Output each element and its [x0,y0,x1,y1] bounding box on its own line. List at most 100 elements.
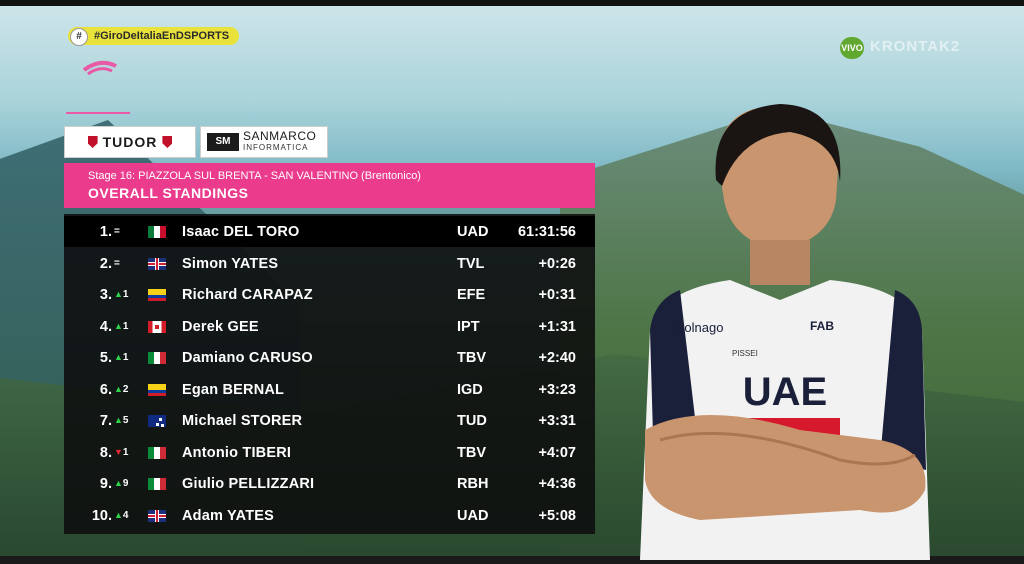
gap-time: +4:36 [538,476,577,492]
rank-change-value: 1 [122,289,129,300]
arrow-up-icon: ▲ [114,415,123,425]
rank-change-value: 1 [122,352,129,363]
rank-change: ▲2 [114,384,148,395]
live-badge: VIVO [840,37,864,59]
rank-change: ▲1 [114,352,148,363]
rider-name: Michael STORER [182,413,303,429]
tudor-shield-icon [87,136,98,148]
rank-change-value: 1 [122,446,129,458]
stage-info: Stage 16: PIAZZOLA SUL BRENTA - SAN VALE… [88,170,421,182]
gap-time: +1:31 [538,318,577,335]
arrow-up-icon: ▲ [114,352,123,362]
standings-title: OVERALL STANDINGS [88,185,249,201]
table-row: 6. ▲2 Egan BERNAL IGD +3:23 [64,374,595,405]
jersey-team: UAE [743,370,827,414]
rank: 1. [99,224,112,240]
rank-change: ▲1 [114,289,148,300]
table-row: 8. ▼1 Antonio TIBERI TBV +4:07 [64,437,595,468]
team-code: IGD [457,381,483,398]
flag-icon [148,509,166,522]
rank-change: ▼1 [114,447,148,458]
team-code: TBV [457,350,486,366]
gap-time: +3:23 [538,381,577,398]
giro-logo-underline [66,112,130,114]
arrow-up-icon: ▲ [114,289,123,299]
tudor-label: TUDOR [102,134,158,150]
rank-change-value: 9 [122,478,129,489]
rank-change-value: 5 [122,415,129,426]
rank: 8. [99,444,112,461]
arrow-up-icon: ▲ [114,320,123,331]
team-code: UAD [457,507,489,524]
sanmarco-logo-icon: SM [207,133,239,151]
flag-icon [148,478,166,490]
team-code: RBH [457,476,489,492]
standings-table: 1. = Isaac DEL TORO UAD 61:31:56 2. = Simon YAT… [64,214,595,534]
hashtag-pill: # #GiroDeItaliaEnDSPORTS [68,27,240,46]
sponsor-tudor: TUDOR [64,126,196,158]
rider-name: Richard CARAPAZ [182,287,313,303]
rider-name: Damiano CARUSO [182,350,313,366]
jersey-chest-left: Colnago [675,320,723,335]
rank-change: = [114,258,148,269]
rider-name: Adam YATES [182,507,274,524]
rank-change: ▲4 [114,510,148,521]
team-code: TVL [457,255,485,272]
gap-time: +0:31 [538,287,577,303]
giro-logo-icon [82,60,117,76]
flag-icon [148,352,166,364]
rank: 5. [99,350,112,366]
table-row: 9. ▲9 Giulio PELLIZZARI RBH +4:36 [64,468,595,499]
rank: 9. [99,476,112,492]
rider-name: Egan BERNAL [182,381,285,398]
gap-time: +3:31 [538,413,577,429]
rank: 2. [99,255,112,272]
gap-time: +2:40 [538,350,577,366]
arrow-up-icon: ▲ [114,383,123,394]
flag-icon [148,257,166,270]
jersey-chest-right: FAB [810,319,834,333]
table-row: 3. ▲1 Richard CARAPAZ EFE +0:31 [64,279,595,310]
table-row: 10. ▲4 Adam YATES UAD +5:08 [64,500,595,531]
flag-icon [148,383,166,396]
team-code: UAD [457,224,489,240]
gap-time: +0:26 [538,255,577,272]
table-row: 5. ▲1 Damiano CARUSO TBV +2:40 [64,342,595,373]
rider-name: Antonio TIBERI [182,444,292,461]
tv-frame-bottom [0,556,1024,564]
flag-icon [148,320,166,333]
hash-icon: # [70,28,88,46]
flag-icon [148,226,166,238]
sponsor-sanmarco: SM SANMARCO INFORMATICA [200,126,328,158]
arrow-up-icon: ▲ [114,478,123,488]
rank: 7. [99,413,112,429]
table-row: 7. ▲5 Michael STORER TUD +3:31 [64,405,595,436]
team-code: TBV [457,444,486,461]
rider-name: Isaac DEL TORO [182,224,300,240]
table-row: 4. ▲1 Derek GEE IPT +1:31 [64,311,595,342]
gap-time: +5:08 [538,507,577,524]
team-code: TUD [457,413,487,429]
rank-change-value: = [114,257,120,269]
team-code: EFE [457,287,486,303]
sanmarco-sublabel: INFORMATICA [243,143,309,152]
rank-change-value: = [114,226,120,237]
rank: 10. [91,507,112,524]
flag-icon [148,289,166,301]
rider-name: Derek GEE [182,318,259,335]
rider-name: Giulio PELLIZZARI [182,476,315,492]
rider-image: UAE Emirates Colnago FAB PISSEI [640,104,930,560]
gap-time: 61:31:56 [517,224,576,240]
tv-frame-top [0,0,1024,6]
rank-change-value: 2 [122,383,129,395]
rank-change-value: 4 [122,509,129,521]
flag-icon [148,446,166,459]
table-row: 2. = Simon YATES TVL +0:26 [64,248,595,279]
rank: 3. [99,287,112,303]
flag-icon [148,415,166,427]
channel-watermark: KRONTAK2 [870,38,961,55]
gap-time: +4:07 [538,444,577,461]
jersey-pissei: PISSEI [732,349,758,358]
hashtag-text: #GiroDeItaliaEnDSPORTS [94,30,230,42]
sanmarco-label: SANMARCO [243,129,317,143]
